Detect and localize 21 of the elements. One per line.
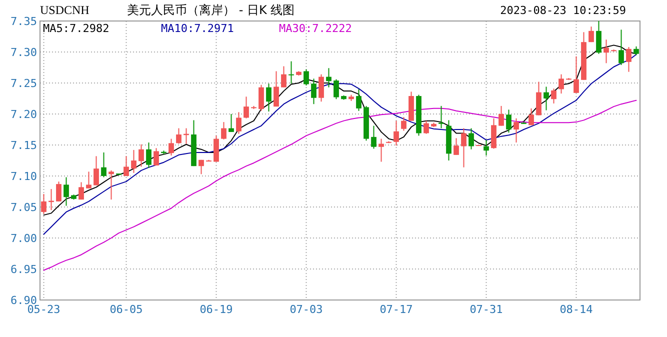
x-tick-label: 08-14	[560, 303, 594, 316]
y-tick-label: 6.95	[10, 263, 37, 276]
y-tick-label: 7.00	[10, 232, 37, 245]
x-tick-label: 07-03	[290, 303, 323, 316]
y-tick-label: 7.30	[10, 46, 37, 59]
chart-subtitle: USDCNH	[40, 3, 90, 17]
line-series	[43, 100, 637, 271]
x-tick-label: 06-19	[200, 303, 233, 316]
x-tick-label: 05-23	[27, 303, 60, 316]
legend: MA5:7.2982 MA10:7.2971 MA30:7.2222	[43, 22, 352, 35]
y-tick-label: 7.15	[10, 139, 37, 152]
text: 2023-08-23 10:23:59	[500, 4, 626, 17]
y-tick-label: 7.25	[10, 77, 37, 90]
x-tick-label: 07-17	[380, 303, 413, 316]
y-tick-label: 7.35	[10, 15, 37, 28]
y-tick-label: 7.05	[10, 201, 37, 214]
y-tick-label: 7.10	[10, 170, 37, 183]
x-tick-label: 07-31	[470, 303, 503, 316]
y-tick-label: 7.20	[10, 108, 37, 121]
chart-title: 美元人民币（离岸） - 日K 线图	[127, 3, 295, 17]
x-tick-label: 06-05	[110, 303, 143, 316]
